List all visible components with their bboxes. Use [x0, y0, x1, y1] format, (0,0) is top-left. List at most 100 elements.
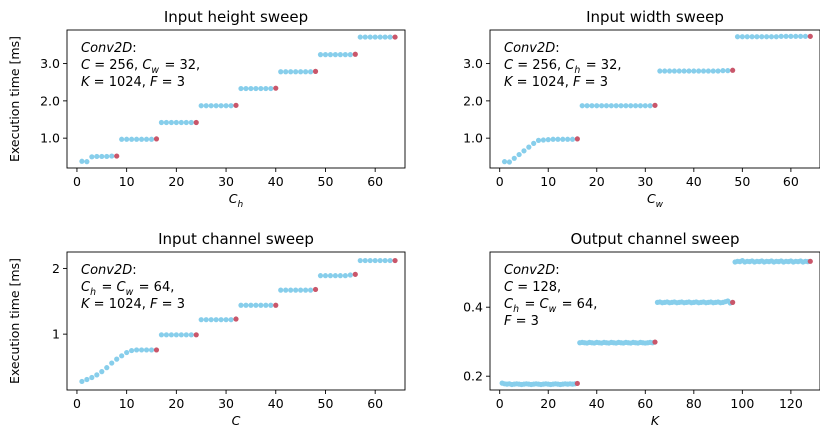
data-point [258, 85, 264, 92]
data-point [138, 136, 145, 142]
data-point [288, 287, 294, 293]
data-point [183, 119, 189, 126]
data-point [278, 287, 284, 293]
data-point [347, 272, 353, 278]
x-tick-label: 40 [589, 396, 605, 411]
data-point-highlight [193, 119, 199, 126]
y-axis-label: Execution time [ms] [7, 258, 22, 384]
data-point [263, 302, 269, 308]
data-point [163, 332, 170, 338]
data-point [377, 34, 383, 40]
data-point-highlight [730, 299, 736, 305]
data-point [129, 347, 135, 354]
data-point [642, 103, 648, 109]
data-point [168, 119, 174, 126]
data-point [263, 85, 269, 92]
data-point [555, 136, 561, 142]
data-point [268, 302, 274, 308]
x-tick-label: 30 [218, 174, 234, 189]
data-point [223, 103, 229, 109]
data-point-highlight [273, 302, 279, 308]
data-point [198, 103, 204, 109]
data-point [372, 257, 378, 264]
annotation-line: Ch = Cw = 64, [504, 297, 597, 315]
data-point [283, 287, 289, 293]
data-point [749, 34, 755, 40]
data-point-highlight [153, 136, 160, 142]
data-point [599, 103, 605, 109]
data-point [243, 85, 249, 92]
data-point [647, 103, 653, 109]
annotation-line: F = 3 [504, 314, 539, 329]
x-tick-label: 60 [367, 174, 383, 189]
x-tick-label: 40 [268, 396, 284, 411]
plot-frame [66, 251, 406, 391]
data-point [584, 103, 590, 109]
data-point [109, 360, 115, 366]
data-point [734, 34, 741, 40]
x-tick-label: 20 [540, 396, 556, 411]
data-point [632, 103, 639, 109]
data-point [725, 68, 731, 74]
data-point [89, 374, 95, 381]
x-tick-label: 20 [168, 396, 184, 411]
data-point [99, 369, 105, 375]
data-point [797, 33, 804, 39]
data-point [208, 317, 214, 323]
data-point [178, 332, 184, 338]
data-point [158, 119, 165, 126]
data-point [387, 34, 393, 40]
data-point [89, 154, 95, 160]
y-tick-label: 3.0 [40, 56, 60, 71]
data-point [357, 34, 363, 40]
data-point [535, 137, 542, 143]
data-point [623, 103, 629, 109]
data-point [540, 137, 546, 143]
data-point [545, 137, 551, 143]
data-point [793, 33, 799, 39]
x-tick-label: 40 [268, 174, 284, 189]
data-point [228, 103, 234, 109]
data-point-highlight [273, 85, 279, 91]
data-point [666, 68, 673, 74]
data-point [657, 68, 663, 74]
data-point [778, 33, 784, 39]
data-point [362, 257, 368, 264]
plot-frame [489, 251, 820, 391]
x-tick-label: 50 [318, 396, 334, 411]
plot-frame [489, 29, 820, 169]
y-tick-label: 0.4 [463, 300, 483, 315]
data-point [203, 317, 209, 323]
data-point [342, 273, 348, 279]
y-tick-label: 1.0 [40, 131, 60, 146]
data-point-highlight [312, 68, 319, 74]
x-tick-label: 60 [367, 396, 383, 411]
data-point [681, 68, 687, 74]
data-point-highlight [392, 257, 398, 264]
data-point [188, 332, 194, 338]
data-point [511, 155, 517, 161]
data-point [307, 287, 314, 293]
plot-frame [66, 29, 406, 169]
data-point [337, 273, 343, 279]
data-point [248, 302, 254, 308]
data-point [168, 332, 174, 338]
data-point [218, 317, 224, 323]
data-point-highlight [392, 34, 398, 40]
data-point [526, 144, 532, 150]
data-point [143, 136, 150, 142]
data-point [322, 273, 329, 279]
data-point [218, 103, 224, 109]
data-point [342, 52, 348, 58]
x-axis-label: Ch [229, 191, 244, 210]
annotation-line: C = 128, [504, 280, 561, 295]
data-point [603, 103, 610, 109]
data-point [759, 34, 765, 40]
x-tick-label: 40 [686, 174, 702, 189]
y-tick-label: 0.2 [463, 369, 483, 384]
data-point [521, 148, 527, 154]
data-point [94, 153, 100, 160]
data-point [608, 103, 614, 109]
data-point [84, 159, 90, 165]
